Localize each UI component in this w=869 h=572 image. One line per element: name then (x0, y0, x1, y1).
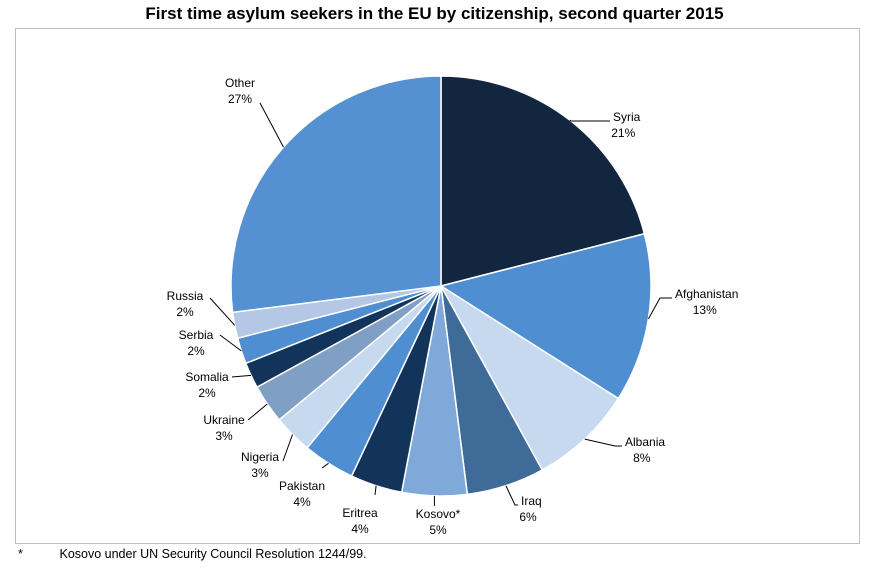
leader-line (259, 102, 284, 148)
slice-label: Ukraine (203, 413, 245, 427)
slice-percent: 2% (198, 386, 216, 400)
leader-line (231, 374, 252, 378)
slice-label: Russia (167, 289, 204, 303)
slice-label: Iraq (521, 494, 542, 508)
slice-percent: 5% (429, 523, 447, 537)
leader-line (647, 297, 672, 320)
leader-line (282, 434, 293, 462)
slice-percent: 3% (251, 466, 269, 480)
leader-line (321, 462, 329, 469)
slice-label: Eritrea (342, 506, 378, 520)
chart-title: First time asylum seekers in the EU by c… (145, 4, 724, 23)
slice-label: Serbia (179, 328, 214, 342)
chart-frame (15, 28, 860, 544)
leader-line (209, 297, 236, 326)
slice-percent: 6% (519, 510, 537, 524)
slice-label: Albania (625, 435, 665, 449)
slice-label: Other (225, 76, 255, 90)
leader-line (584, 438, 622, 447)
slice-percent: 3% (215, 429, 233, 443)
footnote: * Kosovo under UN Security Council Resol… (18, 547, 367, 561)
leader-line (219, 334, 242, 352)
footnote-mark: * (18, 547, 23, 561)
slice-percent: 27% (228, 92, 252, 106)
slice-percent: 8% (633, 451, 651, 465)
pie-slice-syria (440, 75, 646, 287)
slice-label: Pakistan (279, 479, 325, 493)
slice-percent: 2% (176, 305, 194, 319)
slice-percent: 4% (351, 522, 369, 536)
slice-label: Syria (613, 110, 641, 124)
pie-slice-afghanistan (439, 232, 652, 400)
pie-slice-albania (440, 285, 620, 472)
footnote-text: Kosovo under UN Security Council Resolut… (59, 547, 367, 561)
slice-label: Kosovo* (416, 507, 461, 521)
slice-label: Nigeria (241, 450, 279, 464)
pie-slice-other (230, 75, 442, 314)
slice-percent: 21% (611, 126, 635, 140)
leader-line (374, 485, 377, 496)
leader-line (569, 119, 610, 122)
slice-percent: 2% (187, 344, 205, 358)
slice-percent: 4% (293, 495, 311, 509)
leader-line (247, 403, 268, 421)
slice-label: Afghanistan (675, 287, 738, 301)
leader-line (505, 485, 518, 506)
slice-percent: 13% (693, 303, 717, 317)
slice-label: Somalia (185, 370, 229, 384)
